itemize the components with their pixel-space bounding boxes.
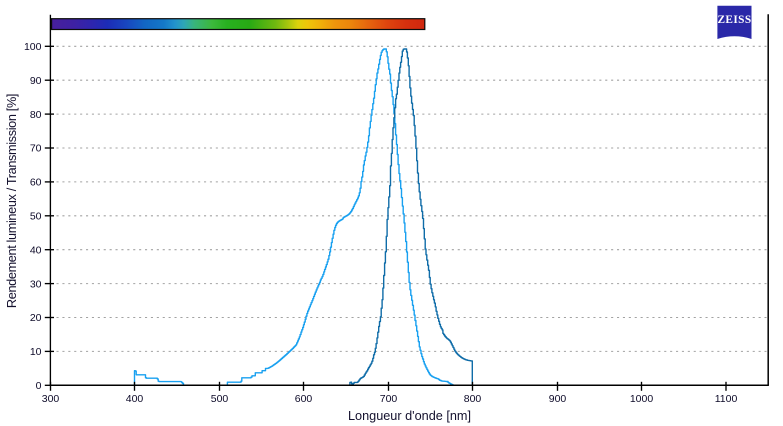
svg-text:700: 700 [380, 393, 398, 405]
svg-text:500: 500 [211, 393, 229, 405]
svg-text:70: 70 [30, 143, 42, 155]
svg-text:400: 400 [126, 393, 144, 405]
svg-text:600: 600 [295, 393, 313, 405]
svg-text:300: 300 [42, 393, 60, 405]
svg-text:10: 10 [30, 346, 42, 358]
svg-text:80: 80 [30, 109, 42, 121]
svg-text:90: 90 [30, 75, 42, 87]
svg-text:50: 50 [30, 211, 42, 223]
svg-text:Longueur d'onde [nm]: Longueur d'onde [nm] [348, 409, 471, 423]
svg-text:900: 900 [549, 393, 567, 405]
svg-text:60: 60 [30, 177, 42, 189]
svg-text:1000: 1000 [630, 393, 654, 405]
svg-text:30: 30 [30, 278, 42, 290]
svg-text:ZEISS: ZEISS [717, 14, 751, 26]
svg-text:20: 20 [30, 312, 42, 324]
svg-text:100: 100 [24, 41, 42, 53]
svg-text:0: 0 [36, 380, 42, 392]
svg-text:800: 800 [464, 393, 482, 405]
svg-text:Rendement lumineux / Transmiss: Rendement lumineux / Transmission [%] [5, 94, 19, 308]
svg-text:40: 40 [30, 244, 42, 256]
svg-text:1100: 1100 [715, 393, 738, 405]
